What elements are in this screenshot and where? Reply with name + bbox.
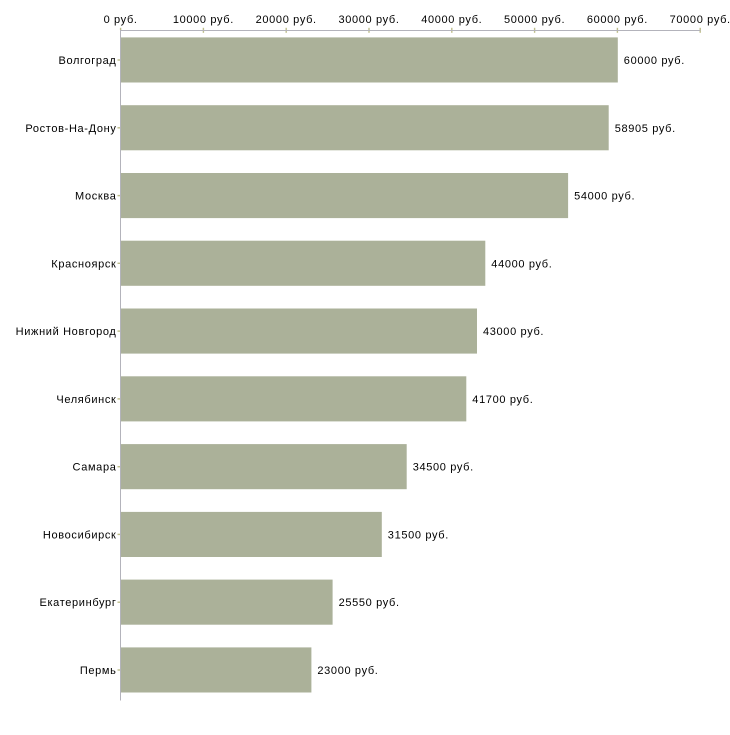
svg-text:70000 руб.: 70000 руб. xyxy=(670,14,730,26)
svg-text:40000 руб.: 40000 руб. xyxy=(421,14,482,26)
svg-text:Екатеринбург: Екатеринбург xyxy=(39,597,116,609)
svg-text:Самара: Самара xyxy=(72,462,116,474)
svg-text:Нижний Новгород: Нижний Новгород xyxy=(16,326,117,338)
svg-text:Ростов-На-Дону: Ростов-На-Дону xyxy=(25,123,116,135)
svg-text:34500 руб.: 34500 руб. xyxy=(413,462,474,474)
svg-text:20000 руб.: 20000 руб. xyxy=(256,14,317,26)
svg-text:43000 руб.: 43000 руб. xyxy=(483,326,544,338)
svg-text:60000 руб.: 60000 руб. xyxy=(624,55,685,67)
svg-text:54000 руб.: 54000 руб. xyxy=(574,191,635,203)
svg-text:Москва: Москва xyxy=(75,191,117,203)
svg-text:Новосибирск: Новосибирск xyxy=(43,529,117,541)
svg-text:31500 руб.: 31500 руб. xyxy=(388,529,449,541)
svg-text:60000 руб.: 60000 руб. xyxy=(587,14,648,26)
svg-text:0 руб.: 0 руб. xyxy=(104,14,138,26)
svg-text:30000 руб.: 30000 руб. xyxy=(338,14,399,26)
svg-text:50000 руб.: 50000 руб. xyxy=(504,14,565,26)
svg-text:23000 руб.: 23000 руб. xyxy=(317,665,378,677)
svg-text:44000 руб.: 44000 руб. xyxy=(491,258,552,270)
svg-text:Красноярск: Красноярск xyxy=(51,258,116,270)
svg-text:41700 руб.: 41700 руб. xyxy=(472,394,533,406)
svg-text:Пермь: Пермь xyxy=(80,665,117,677)
svg-text:10000 руб.: 10000 руб. xyxy=(173,14,234,26)
svg-text:25550 руб.: 25550 руб. xyxy=(339,597,400,609)
svg-text:58905 руб.: 58905 руб. xyxy=(615,123,676,135)
svg-text:Волгоград: Волгоград xyxy=(58,55,116,67)
svg-text:Челябинск: Челябинск xyxy=(56,394,116,406)
